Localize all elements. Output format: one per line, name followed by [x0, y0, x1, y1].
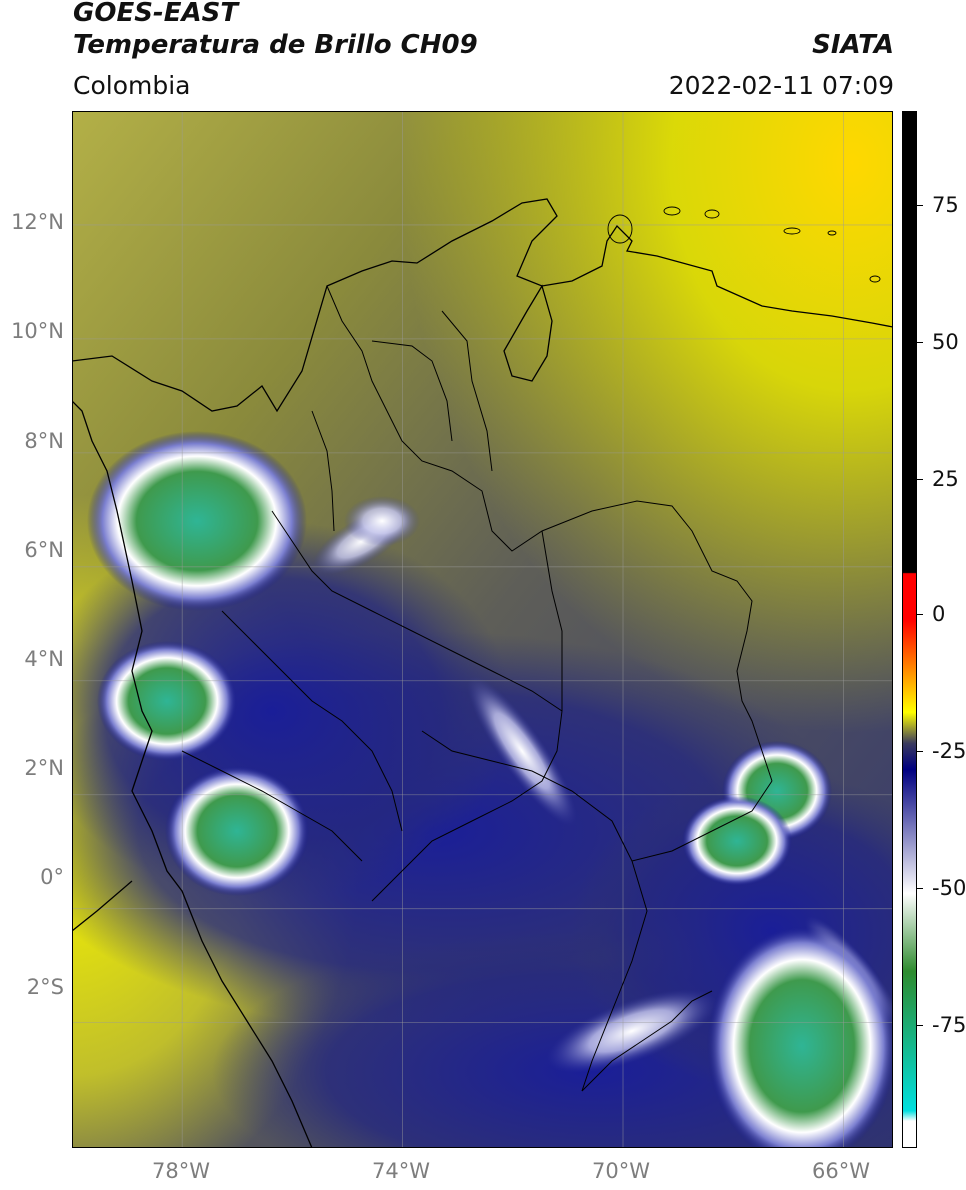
storm-cell: [707, 926, 893, 1148]
satellite-map-canvas: [72, 111, 893, 1148]
colorbar-tick-label-25: 25: [932, 467, 959, 491]
map-title-line2: Temperatura de Brillo CH09: [73, 30, 478, 60]
cloud-streak: [467, 676, 577, 826]
colorbar-tick-label-neg25: -25: [932, 739, 966, 763]
colorbar-tick-mark: [917, 205, 923, 206]
colorbar-tick-mark: [917, 342, 923, 343]
storm-cell: [682, 796, 792, 886]
lat-label-4n: 4°N: [24, 647, 64, 671]
lon-label-66w: 66°W: [812, 1159, 870, 1183]
colorbar-tick-mark: [917, 614, 923, 615]
gridlines: [72, 111, 893, 1148]
lat-label-8n: 8°N: [24, 429, 64, 453]
lon-label-78w: 78°W: [152, 1159, 210, 1183]
colorbar-tick-label-50: 50: [932, 330, 959, 354]
coastlines: [72, 198, 893, 1148]
agency-label: SIATA: [812, 30, 894, 60]
lon-label-70w: 70°W: [592, 1159, 650, 1183]
storm-cell: [344, 496, 420, 546]
colorbar-tick-label-75: 75: [932, 193, 959, 217]
colorbar-tick-label-neg75: -75: [932, 1013, 966, 1037]
colorbar-tick-mark: [917, 479, 923, 480]
region-label: Colombia: [73, 71, 191, 100]
temperature-colorbar: [902, 111, 917, 1148]
lat-label-12n: 12°N: [11, 210, 64, 234]
storm-cell: [165, 766, 309, 896]
cloud-streak: [546, 989, 718, 1073]
lat-label-2n: 2°N: [24, 756, 64, 780]
colorbar-tick-mark: [917, 1025, 923, 1026]
lon-label-74w: 74°W: [372, 1159, 430, 1183]
storm-cell: [97, 641, 237, 761]
colorbar-tick-label-neg50: -50: [932, 876, 966, 900]
colorbar-tick-mark: [917, 888, 923, 889]
storm-cell: [87, 431, 307, 611]
satellite-map: [72, 111, 893, 1148]
lat-label-10n: 10°N: [11, 319, 64, 343]
timestamp-label: 2022-02-11 07:09: [668, 71, 894, 100]
colorbar-tick-label-0: 0: [932, 602, 946, 626]
island-outlines: [607, 206, 881, 283]
lat-label-6n: 6°N: [24, 538, 64, 562]
country-borders: [181, 285, 773, 1092]
lat-label-2s: 2°S: [26, 975, 64, 999]
map-title-line1: GOES-EAST: [73, 0, 239, 28]
colorbar-tick-mark: [917, 751, 923, 752]
lat-label-0: 0°: [40, 865, 64, 889]
